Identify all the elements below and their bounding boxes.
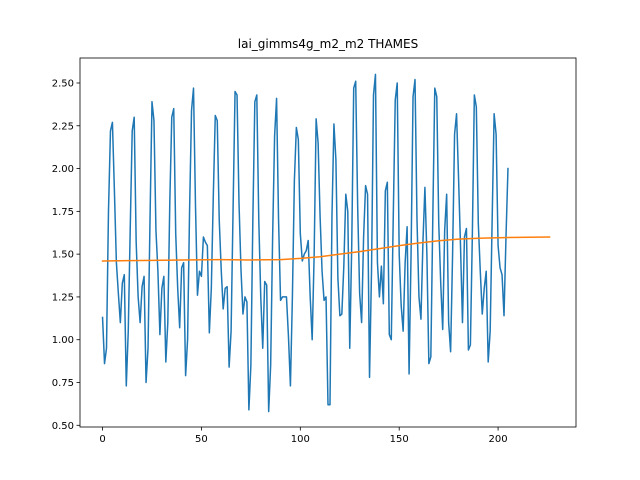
x-tick-label: 100	[291, 434, 310, 445]
y-tick-label: 2.00	[52, 164, 74, 175]
x-tick-label: 0	[99, 434, 105, 445]
y-tick-label: 1.50	[52, 250, 74, 261]
y-tick-label: 0.75	[52, 378, 74, 389]
x-tick-label: 50	[195, 434, 208, 445]
y-tick-label: 1.25	[52, 292, 74, 303]
y-tick-label: 1.75	[52, 207, 74, 218]
x-tick-label: 200	[489, 434, 508, 445]
y-tick-label: 0.50	[52, 421, 74, 432]
plot-area: 0 50 100 150 200 0.50 0.75 1.00 1.25 1.50 1.75 2.00…	[52, 58, 576, 445]
x-tick-label: 150	[390, 434, 409, 445]
y-tick-label: 2.50	[52, 78, 74, 89]
y-tick-label: 1.00	[52, 335, 74, 346]
y-tick-label: 2.25	[52, 121, 74, 132]
chart-title: lai_gimms4g_m2_m2 THAMES	[238, 37, 418, 51]
